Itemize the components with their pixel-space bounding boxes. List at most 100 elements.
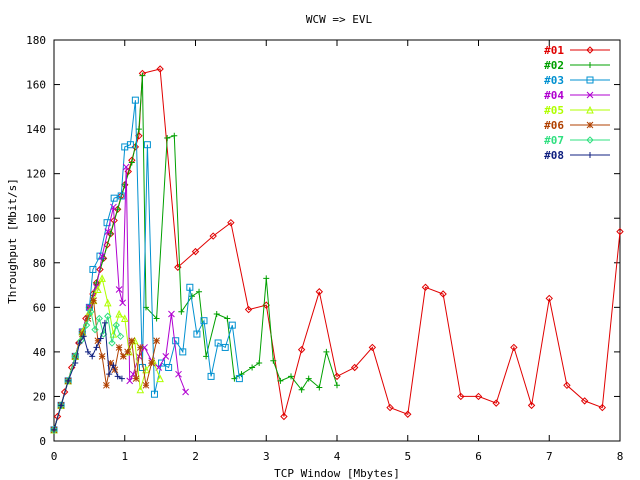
data-point — [114, 373, 121, 380]
data-point — [586, 76, 594, 84]
data-point — [156, 65, 164, 73]
data-point — [153, 315, 160, 322]
data-point — [103, 381, 110, 389]
data-point — [277, 377, 284, 384]
data-point — [297, 345, 306, 354]
data-point — [51, 426, 57, 433]
data-point — [270, 357, 277, 364]
y-tick-label: 40 — [33, 346, 46, 359]
data-point — [228, 321, 236, 329]
y-tick-label: 120 — [26, 168, 46, 181]
data-point — [122, 163, 130, 171]
data-point — [150, 390, 158, 398]
x-tick-label: 2 — [192, 450, 199, 463]
legend: #01 #02 #03 #04 #05 #06 #07 #08 — [544, 44, 610, 162]
y-tick-label: 100 — [26, 212, 46, 225]
data-point — [200, 317, 208, 325]
data-point — [124, 348, 131, 356]
data-point — [587, 152, 593, 158]
data-point — [104, 312, 112, 320]
data-point — [598, 403, 607, 412]
data-point — [165, 363, 173, 371]
data-point — [80, 333, 87, 340]
legend-entry: #03 — [544, 74, 610, 87]
data-point — [156, 374, 164, 383]
data-point — [104, 228, 112, 235]
data-point — [103, 298, 112, 307]
y-tick-label: 140 — [26, 123, 46, 136]
data-point — [334, 382, 340, 389]
data-point — [143, 141, 151, 149]
data-point — [89, 265, 97, 273]
data-point — [119, 352, 127, 360]
legend-label: #02 — [544, 59, 564, 72]
data-point — [136, 385, 145, 394]
data-point — [65, 377, 72, 384]
data-point — [193, 330, 201, 338]
data-point — [224, 315, 231, 322]
y-tick-label: 0 — [39, 435, 46, 448]
data-point — [209, 232, 217, 240]
data-point — [128, 159, 135, 166]
data-point — [126, 141, 134, 149]
data-point — [244, 305, 253, 314]
data-point — [76, 339, 83, 346]
y-tick-label: 160 — [26, 79, 46, 92]
data-point — [89, 353, 96, 360]
data-point — [249, 364, 256, 371]
legend-entry: #02 — [544, 59, 610, 72]
x-axis-label: TCP Window [Mbytes] — [274, 467, 400, 480]
data-point — [82, 321, 91, 329]
data-point — [97, 335, 104, 342]
legend-entry: #06 — [544, 119, 610, 132]
data-point — [58, 402, 65, 409]
data-point — [94, 285, 102, 294]
data-point — [77, 337, 85, 345]
data-point — [404, 410, 412, 418]
data-point — [139, 72, 146, 79]
data-point — [580, 397, 589, 405]
data-point — [178, 308, 185, 315]
data-point — [171, 132, 178, 139]
x-tick-label: 4 — [334, 450, 341, 463]
chart-title: WCW => EVL — [306, 13, 373, 26]
data-point — [116, 332, 125, 341]
data-point — [439, 290, 447, 298]
data-point — [135, 126, 142, 133]
data-point — [98, 252, 106, 260]
legend-entry: #01 — [544, 44, 610, 57]
data-point — [128, 337, 136, 345]
legend-entry: #07 — [544, 134, 610, 147]
x-tick-label: 8 — [617, 450, 624, 463]
data-point — [153, 337, 160, 345]
data-point — [94, 337, 102, 345]
data-point — [186, 283, 194, 291]
data-point — [527, 401, 536, 410]
data-point — [586, 46, 594, 54]
data-point — [179, 348, 187, 356]
legend-label: #01 — [544, 44, 564, 57]
data-point — [368, 343, 377, 352]
data-point — [545, 294, 553, 303]
data-point — [213, 311, 220, 318]
data-point — [98, 274, 106, 282]
data-point — [474, 392, 483, 401]
data-point — [78, 330, 86, 338]
legend-label: #08 — [544, 149, 564, 162]
x-tick-label: 5 — [404, 450, 411, 463]
data-point — [98, 352, 106, 360]
data-point — [84, 348, 91, 355]
data-point — [168, 310, 175, 318]
data-point — [84, 315, 92, 322]
data-point — [110, 194, 118, 202]
data-point — [563, 381, 571, 390]
data-point — [288, 373, 295, 380]
data-point — [162, 352, 170, 360]
data-point — [256, 360, 263, 367]
data-point — [587, 62, 593, 68]
data-point — [96, 265, 104, 274]
data-point — [158, 359, 166, 367]
data-point — [95, 314, 103, 323]
series-layer — [50, 65, 624, 434]
